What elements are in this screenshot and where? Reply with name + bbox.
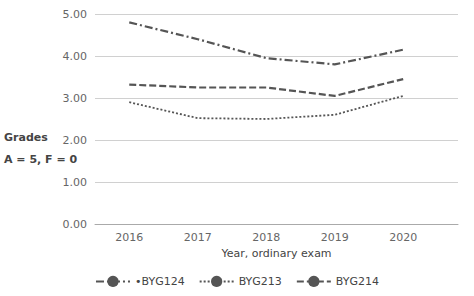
svg-text:2020: 2020 (389, 231, 417, 244)
svg-text:0.00: 0.00 (63, 218, 88, 231)
svg-text:5.00: 5.00 (63, 8, 88, 21)
svg-text:2018: 2018 (252, 231, 280, 244)
svg-text:2.00: 2.00 (63, 134, 88, 147)
svg-text:•BYG124: •BYG124 (135, 275, 185, 288)
svg-text:BYG213: BYG213 (239, 275, 282, 288)
svg-text:3.00: 3.00 (63, 92, 88, 105)
svg-text:Grades: Grades (4, 131, 48, 144)
svg-text:BYG214: BYG214 (336, 275, 379, 288)
svg-text:2016: 2016 (115, 231, 143, 244)
svg-text:2017: 2017 (184, 231, 212, 244)
svg-text:Year, ordinary exam: Year, ordinary exam (220, 247, 331, 260)
svg-text:2019: 2019 (321, 231, 349, 244)
svg-text:1.00: 1.00 (63, 176, 88, 189)
svg-text:4.00: 4.00 (63, 50, 88, 63)
svg-text:A = 5, F = 0: A = 5, F = 0 (4, 153, 77, 166)
